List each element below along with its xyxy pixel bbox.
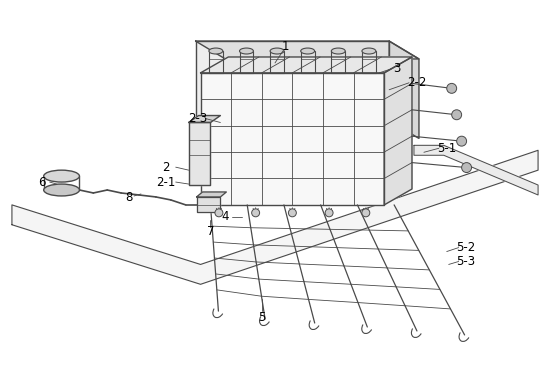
Text: 8: 8 bbox=[125, 192, 133, 204]
Polygon shape bbox=[384, 57, 412, 205]
Ellipse shape bbox=[301, 48, 315, 54]
Ellipse shape bbox=[44, 184, 80, 196]
Text: 5: 5 bbox=[259, 310, 266, 323]
Circle shape bbox=[452, 110, 462, 120]
Text: 5-3: 5-3 bbox=[456, 255, 475, 268]
Ellipse shape bbox=[239, 48, 254, 54]
Circle shape bbox=[362, 209, 370, 217]
Text: 5-1: 5-1 bbox=[437, 142, 456, 155]
Polygon shape bbox=[200, 57, 412, 73]
Circle shape bbox=[215, 209, 223, 217]
Polygon shape bbox=[195, 41, 419, 59]
Ellipse shape bbox=[209, 48, 223, 54]
Ellipse shape bbox=[44, 170, 80, 182]
Circle shape bbox=[288, 209, 296, 217]
Text: 4: 4 bbox=[222, 210, 229, 223]
Polygon shape bbox=[12, 150, 538, 284]
Ellipse shape bbox=[270, 48, 284, 54]
Polygon shape bbox=[189, 116, 220, 122]
Text: 2-3: 2-3 bbox=[188, 112, 207, 125]
Text: 7: 7 bbox=[207, 225, 214, 238]
Polygon shape bbox=[195, 41, 389, 120]
Text: 2-2: 2-2 bbox=[407, 76, 427, 89]
Text: 2-1: 2-1 bbox=[156, 176, 176, 188]
Text: 2: 2 bbox=[162, 161, 170, 174]
Ellipse shape bbox=[362, 48, 376, 54]
Text: 5-2: 5-2 bbox=[456, 241, 475, 254]
Circle shape bbox=[251, 209, 260, 217]
Circle shape bbox=[325, 209, 333, 217]
Polygon shape bbox=[200, 73, 384, 205]
Polygon shape bbox=[197, 197, 220, 212]
Polygon shape bbox=[189, 122, 210, 185]
Circle shape bbox=[457, 136, 467, 146]
Polygon shape bbox=[414, 145, 538, 195]
Text: 3: 3 bbox=[394, 62, 401, 75]
Polygon shape bbox=[197, 192, 226, 197]
Text: 6: 6 bbox=[38, 176, 46, 188]
Ellipse shape bbox=[332, 48, 345, 54]
Polygon shape bbox=[389, 41, 419, 138]
Circle shape bbox=[462, 163, 472, 173]
Text: 1: 1 bbox=[281, 40, 289, 52]
Circle shape bbox=[447, 83, 457, 93]
